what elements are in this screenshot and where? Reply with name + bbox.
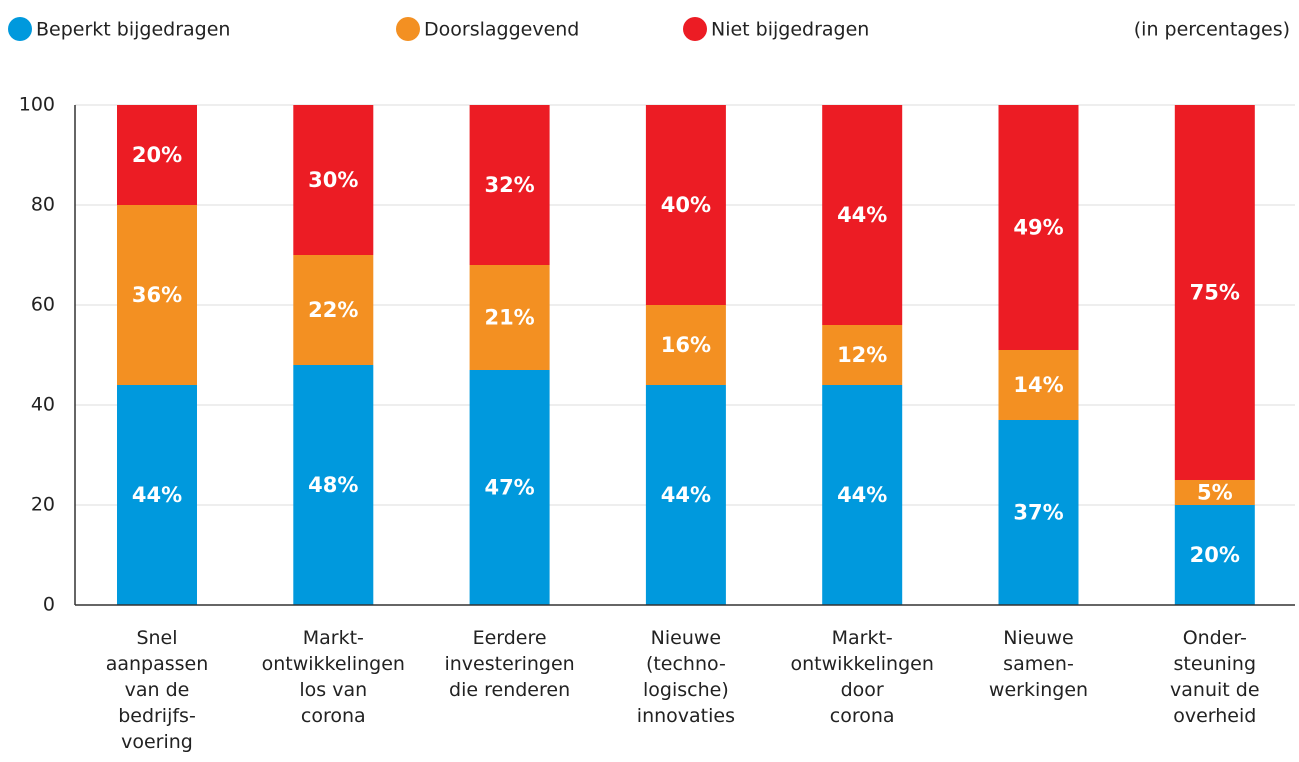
x-tick-line: voering: [121, 731, 193, 753]
x-tick-line: bedrijfs-: [118, 705, 196, 727]
legend-swatch: [8, 17, 32, 41]
x-tick-line: innovaties: [637, 705, 735, 727]
bar-segment: [117, 205, 197, 385]
x-tick-label: Onder-steuning vanuit de overheid: [1170, 627, 1260, 727]
bar-segment: [469, 370, 550, 605]
y-tick-label: 40: [31, 394, 55, 416]
x-tick-line: corona: [830, 705, 895, 727]
data-label: 16%: [661, 333, 711, 357]
y-tick-label: 60: [31, 294, 55, 316]
data-label: 47%: [484, 476, 534, 500]
x-tick-line: overheid: [1173, 705, 1256, 727]
bar-segment: [117, 385, 197, 605]
data-label: 30%: [308, 168, 358, 192]
x-tick-line: Snel: [136, 627, 177, 649]
y-tick-label: 20: [31, 494, 55, 516]
data-label: 44%: [132, 483, 182, 507]
x-tick-line: Nieuwe: [1003, 627, 1073, 649]
data-label: 20%: [1190, 543, 1240, 567]
x-tick-line: steuning: [1174, 653, 1257, 675]
y-tick-label: 100: [19, 94, 55, 116]
data-label: 37%: [1013, 501, 1063, 525]
x-tick-label: Snel aanpassen van de bedrijfs-voering: [106, 627, 209, 753]
bar-segment: [645, 305, 726, 385]
data-label: 44%: [661, 483, 711, 507]
legend-swatch: [683, 17, 707, 41]
bar-segment: [469, 105, 550, 265]
x-tick-line: Nieuwe: [651, 627, 721, 649]
x-tick-line: Onder-: [1183, 627, 1247, 649]
x-tick-label: Markt-ontwikkelingen door corona: [791, 627, 934, 727]
note: (in percentages): [1134, 19, 1290, 41]
data-label: 22%: [308, 298, 358, 322]
x-tick-line: los van: [299, 679, 367, 701]
x-tick-line: Markt-: [303, 627, 364, 649]
data-label: 75%: [1190, 281, 1240, 305]
bar-segment: [998, 350, 1079, 420]
bar-segment: [469, 265, 550, 370]
x-tick-line: van de: [125, 679, 190, 701]
data-label: 5%: [1197, 481, 1233, 505]
data-label: 32%: [484, 173, 534, 197]
bar-segment: [1174, 105, 1255, 480]
x-tick-line: Markt-: [832, 627, 893, 649]
legend-label: Beperkt bijgedragen: [36, 19, 230, 41]
bar-segment: [645, 105, 726, 305]
x-tick-label: Eerdere investeringen die renderen: [444, 627, 574, 701]
x-tick-line: logische): [643, 679, 729, 701]
x-tick-line: (techno-: [646, 653, 726, 675]
bar-segment: [645, 385, 726, 605]
x-tick-line: investeringen: [444, 653, 574, 675]
bar-segment: [293, 255, 374, 365]
data-label: 20%: [132, 143, 182, 167]
data-label: 44%: [837, 203, 887, 227]
bar-segment: [998, 420, 1079, 605]
x-tick-line: die renderen: [449, 679, 570, 701]
data-label: 44%: [837, 483, 887, 507]
bar-segment: [998, 105, 1079, 350]
legend-label: Doorslaggevend: [424, 19, 579, 41]
x-tick-line: door: [841, 679, 884, 701]
bar-segment: [1174, 505, 1255, 605]
y-tick-label: 0: [43, 594, 55, 616]
x-tick-line: corona: [301, 705, 366, 727]
legend-label: Niet bijgedragen: [711, 19, 869, 41]
x-tick-line: Eerdere: [473, 627, 547, 649]
x-tick-label: Markt-ontwikkelingen los van corona: [262, 627, 405, 727]
bar-segment: [1174, 480, 1255, 505]
data-label: 48%: [308, 473, 358, 497]
x-tick-line: werkingen: [989, 679, 1088, 701]
data-label: 12%: [837, 343, 887, 367]
x-tick-label: Nieuwe samen-werkingen: [989, 627, 1088, 701]
bar-segment: [117, 105, 197, 205]
bar-segment: [822, 385, 903, 605]
data-label: 36%: [132, 283, 182, 307]
bar-segment: [822, 325, 903, 385]
bar-segment: [822, 105, 903, 325]
x-tick-line: vanuit de: [1170, 679, 1260, 701]
legend-swatch: [396, 17, 420, 41]
x-tick-line: ontwikkelingen: [262, 653, 405, 675]
data-label: 49%: [1013, 216, 1063, 240]
x-tick-line: samen-: [1003, 653, 1074, 675]
x-tick-line: aanpassen: [106, 653, 209, 675]
x-tick-label: Nieuwe (techno-logische) innovaties: [637, 627, 735, 727]
y-tick-label: 80: [31, 194, 55, 216]
bar-segment: [293, 365, 374, 605]
data-label: 21%: [484, 306, 534, 330]
data-label: 14%: [1013, 373, 1063, 397]
data-label: 40%: [661, 193, 711, 217]
bar-segment: [293, 105, 374, 255]
x-tick-line: ontwikkelingen: [791, 653, 934, 675]
